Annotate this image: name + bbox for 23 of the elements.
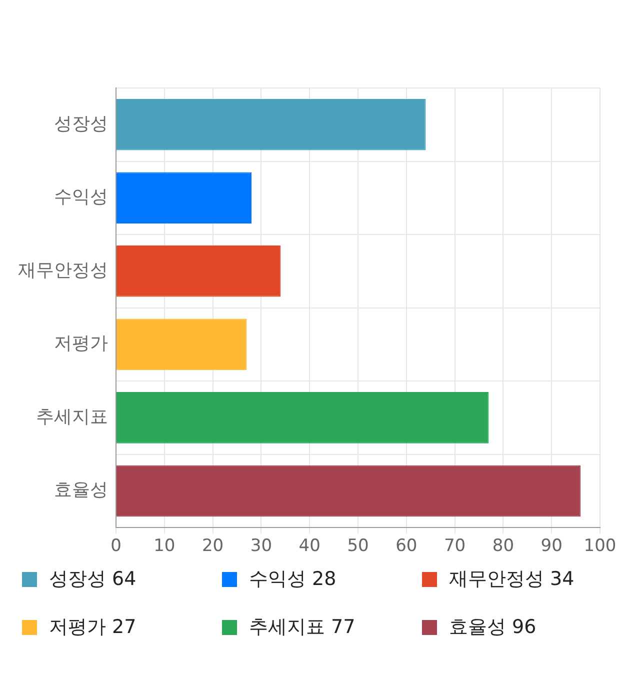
category-label: 저평가 27 (49, 616, 136, 638)
y-tick-label: 추세지표 (36, 406, 108, 428)
x-tick-label: 20 (202, 536, 224, 556)
x-tick-label: 10 (154, 536, 176, 556)
x-tick-label: 70 (444, 536, 466, 556)
x-tick-label: 90 (540, 536, 562, 556)
category-label: 성장성 64 (49, 568, 136, 590)
category-label: 수익성 28 (249, 568, 336, 590)
x-tick-label: 40 (298, 536, 320, 556)
x-tick-label: 50 (347, 536, 369, 556)
y-tick-label: 효율성 (54, 480, 108, 501)
y-tick-label: 성장성 (54, 113, 108, 134)
x-tick-label: 80 (492, 536, 514, 556)
category-label: 효율성 96 (449, 616, 536, 638)
category-label: 재무안정성 34 (449, 568, 574, 590)
y-tick-label: 수익성 (54, 186, 108, 208)
x-tick-label: 60 (396, 536, 418, 556)
y-tick-label: 재무안정성 (18, 260, 108, 281)
x-tick-label: 0 (110, 536, 122, 556)
y-tick-label: 저평가 (54, 333, 108, 354)
x-tick-label: 30 (250, 536, 272, 556)
x-tick-label: 100 (584, 536, 616, 556)
category-label: 추세지표 77 (249, 616, 356, 638)
